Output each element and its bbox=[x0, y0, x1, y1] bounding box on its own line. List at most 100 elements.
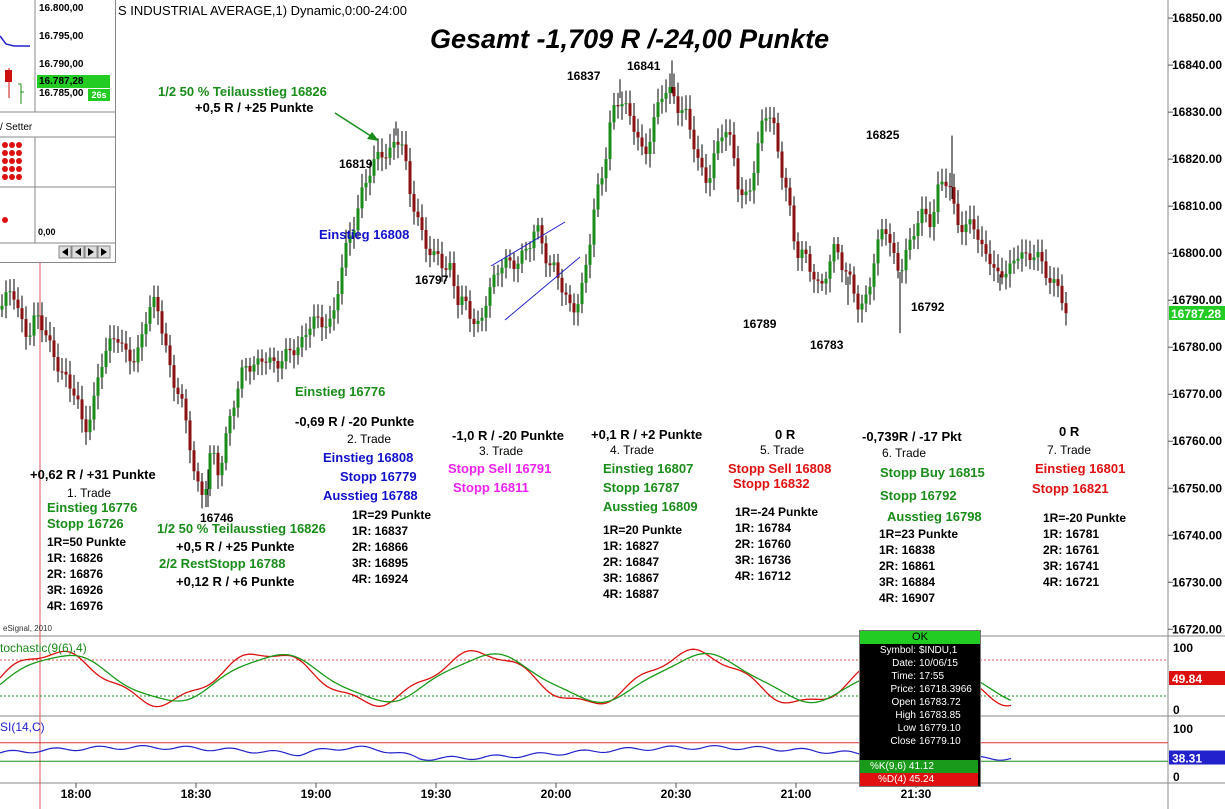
stoch-value-label: 49.84 bbox=[1172, 672, 1202, 686]
candle-body bbox=[148, 307, 152, 324]
inset-price: 16.800,00 bbox=[39, 3, 84, 14]
x-tick-label: 18:30 bbox=[181, 787, 212, 801]
candle-body bbox=[44, 330, 48, 336]
top-partial-result: +0,5 R / +25 Punkte bbox=[195, 100, 314, 115]
candle-body bbox=[648, 141, 652, 155]
trade6-target: 4R: 16907 bbox=[879, 591, 936, 605]
candle-body bbox=[768, 117, 772, 119]
candle-body bbox=[412, 193, 416, 212]
candle-body bbox=[180, 394, 184, 399]
candle-body bbox=[448, 263, 452, 270]
candle-body bbox=[420, 217, 424, 230]
trade1-stop: Stopp 16726 bbox=[47, 516, 124, 531]
candle-body bbox=[416, 211, 420, 218]
candle-body bbox=[688, 108, 692, 130]
candle-body bbox=[464, 296, 468, 302]
candle-body bbox=[724, 132, 728, 138]
candle-body bbox=[700, 157, 704, 168]
candle-body bbox=[8, 291, 12, 293]
ok-button[interactable]: OK bbox=[860, 631, 980, 644]
candle-body bbox=[72, 388, 76, 396]
candle-body bbox=[864, 294, 868, 304]
candle-body bbox=[832, 244, 836, 262]
candle-body bbox=[1064, 303, 1068, 314]
candle-body bbox=[1008, 263, 1012, 274]
trade5-entry: Stopp Sell 16808 bbox=[728, 461, 832, 476]
candle-body bbox=[376, 151, 380, 160]
candle-body bbox=[296, 347, 300, 356]
candle-body bbox=[748, 190, 752, 192]
trade1-target: 4R: 16976 bbox=[47, 599, 104, 613]
trade7-stop: Stopp 16821 bbox=[1032, 481, 1109, 496]
candle-body bbox=[184, 398, 188, 421]
trade1-target: 1R: 16826 bbox=[47, 551, 104, 565]
trade7-target: 2R: 16761 bbox=[1043, 543, 1100, 557]
candle-body bbox=[520, 250, 524, 264]
trade4-target: 4R: 16887 bbox=[603, 587, 660, 601]
candle-body bbox=[380, 151, 384, 158]
candle-body bbox=[192, 450, 196, 472]
candle-body bbox=[984, 244, 988, 254]
candle-body bbox=[444, 268, 448, 270]
top-partial-label: 1/2 50 % Teilausstieg 16826 bbox=[158, 84, 327, 99]
candle-body bbox=[160, 311, 164, 334]
candle-body bbox=[876, 239, 880, 264]
candle-body bbox=[1032, 257, 1036, 261]
candle-body bbox=[332, 310, 336, 319]
trade4-name: 4. Trade bbox=[610, 443, 655, 457]
trade5-target: 1R: 16784 bbox=[735, 521, 792, 535]
trade5-rdef: 1R=-24 Punkte bbox=[735, 505, 819, 519]
candle-body bbox=[96, 377, 100, 396]
candle-body bbox=[336, 293, 340, 311]
candle-body bbox=[844, 270, 848, 272]
candle-body bbox=[168, 345, 172, 366]
y-tick-label: 16850.00 bbox=[1172, 11, 1222, 25]
candle-body bbox=[1028, 253, 1032, 261]
candle-body bbox=[1052, 279, 1056, 283]
candle-body bbox=[1048, 277, 1052, 283]
candle-body bbox=[372, 159, 376, 176]
trade6-target: 3R: 16884 bbox=[879, 575, 936, 589]
candle-body bbox=[780, 151, 784, 178]
trade4-rdef: 1R=20 Punkte bbox=[603, 523, 683, 537]
trade2-rdef: 1R=29 Punkte bbox=[352, 508, 432, 522]
price-label: 16819 bbox=[339, 157, 373, 171]
candle-body bbox=[604, 159, 608, 179]
candle-body bbox=[428, 248, 432, 256]
candle-body bbox=[16, 299, 20, 309]
candle-body bbox=[220, 462, 224, 476]
candle-body bbox=[284, 348, 288, 362]
trade7-target: 3R: 16741 bbox=[1043, 559, 1100, 573]
candle-body bbox=[488, 287, 492, 306]
candle-body bbox=[788, 187, 792, 206]
trade7-entry: Einstieg 16801 bbox=[1035, 461, 1126, 476]
stochastic-label: tochastic(9(6),4) bbox=[0, 641, 87, 655]
trade4-entry: Einstieg 16807 bbox=[603, 461, 694, 476]
candle-body bbox=[736, 158, 740, 190]
order-inset-panel[interactable]: 16.800,00 16.795,00 16.790,00 16.785,00 … bbox=[0, 0, 116, 263]
candle-body bbox=[456, 286, 460, 305]
candle-body bbox=[980, 239, 984, 245]
candle-body bbox=[824, 278, 828, 284]
candle-body bbox=[460, 296, 464, 305]
y-tick-label: 16790.00 bbox=[1172, 293, 1222, 307]
candle-body bbox=[80, 399, 84, 420]
candle-body bbox=[620, 103, 624, 107]
candle-body bbox=[436, 251, 440, 254]
candle-body bbox=[664, 92, 668, 99]
candle-body bbox=[888, 233, 892, 243]
x-tick-label: 19:30 bbox=[421, 787, 452, 801]
trade1-partial-result: +0,5 R / +25 Punkte bbox=[176, 539, 295, 554]
candle-body bbox=[852, 274, 856, 294]
popup-row: Open 16783.72 bbox=[891, 697, 961, 708]
candle-body bbox=[720, 137, 724, 142]
entry-blue-label: Einstieg 16808 bbox=[319, 227, 410, 242]
trade1-entry: Einstieg 16776 bbox=[47, 500, 138, 515]
inset-tab[interactable]: / Setter bbox=[0, 122, 33, 133]
candle-body bbox=[92, 395, 96, 420]
candle-body bbox=[20, 308, 24, 320]
candle-body bbox=[660, 98, 664, 103]
data-window-popup[interactable]: OK Symbol: $INDU,1 Date: 10/06/15 Time: 17:… bbox=[859, 630, 981, 787]
candle-body bbox=[624, 103, 628, 105]
